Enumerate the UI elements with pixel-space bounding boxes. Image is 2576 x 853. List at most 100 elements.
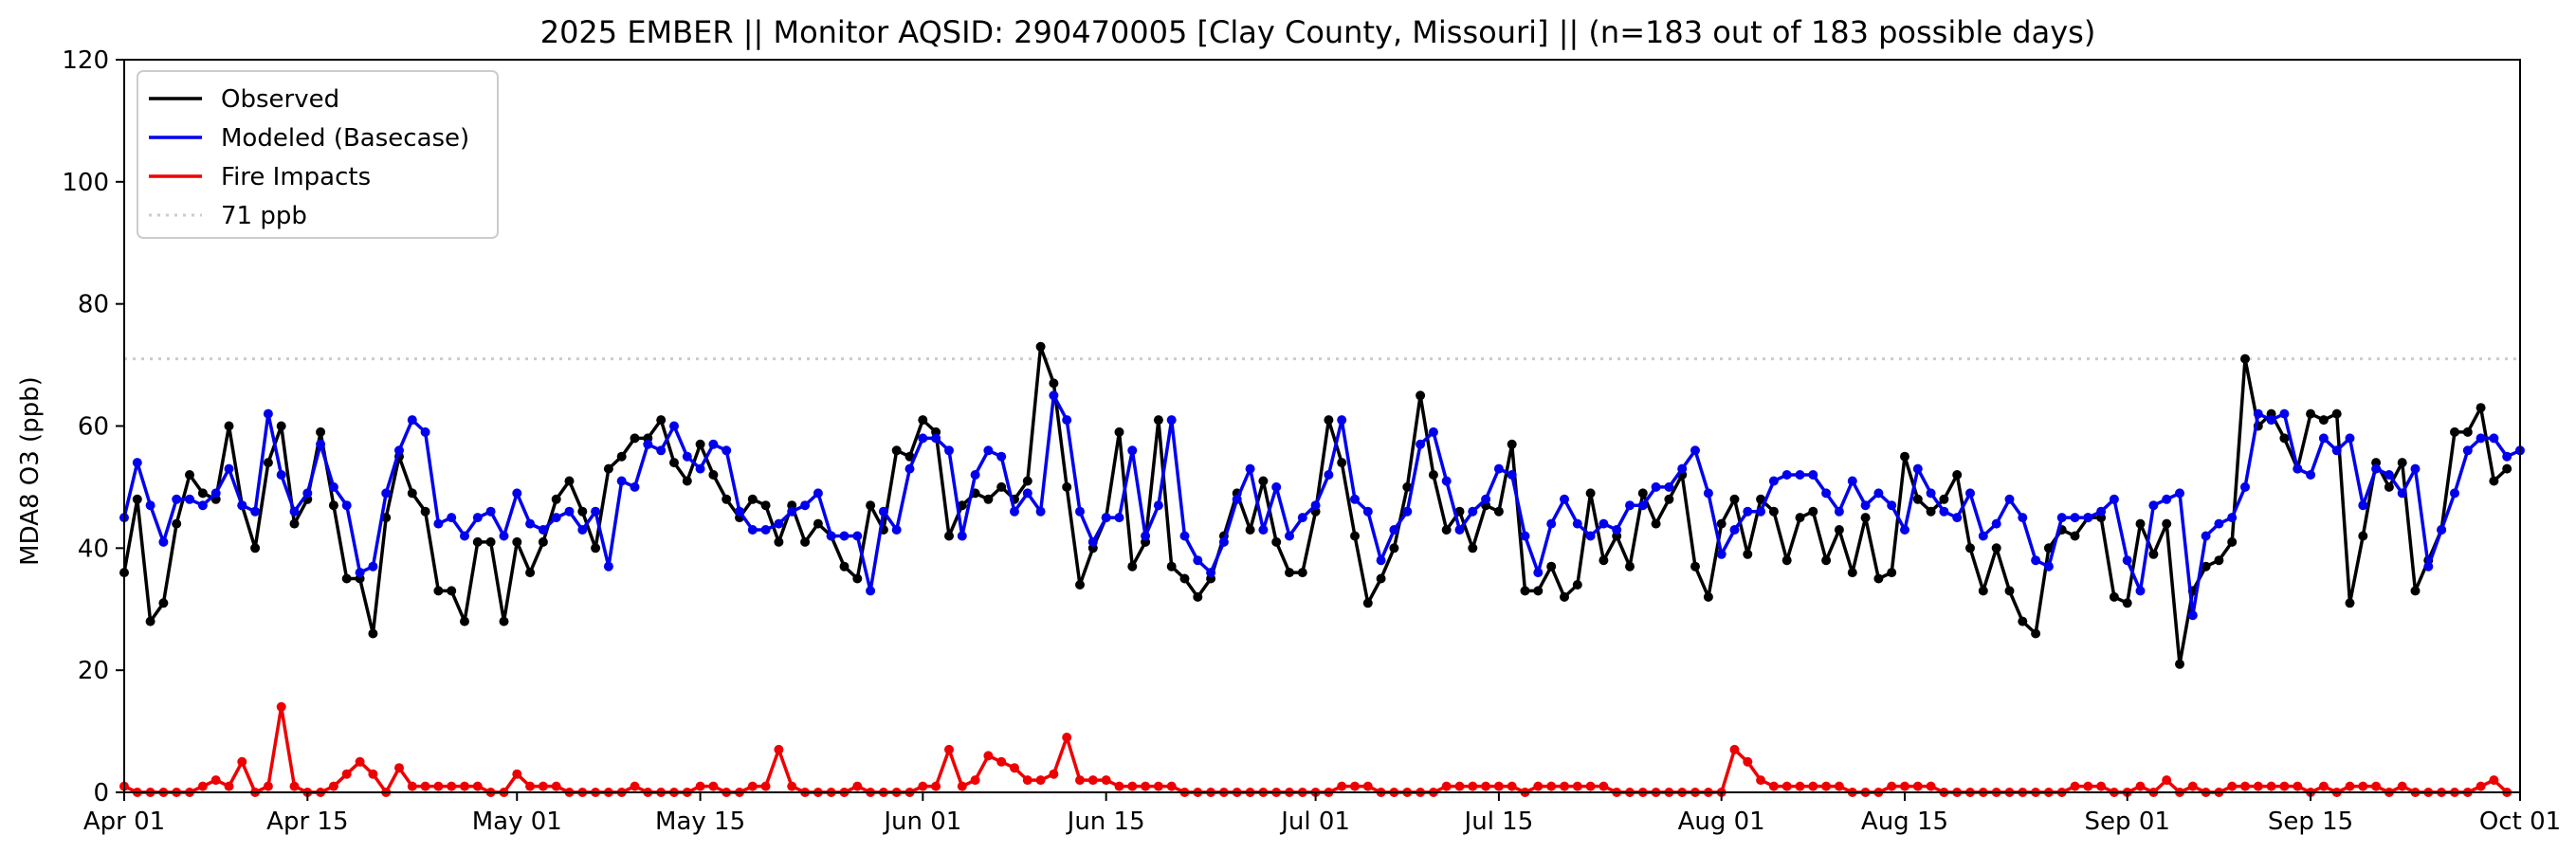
data-point-observed (695, 439, 705, 449)
data-point-fire-impacts (931, 781, 941, 791)
data-point-observed (2043, 543, 2054, 554)
data-point-fire-impacts (2253, 781, 2263, 791)
data-point-fire-impacts (1337, 781, 1347, 791)
data-point-modeled-basecase (2253, 408, 2263, 419)
data-point-modeled-basecase (1729, 525, 1740, 535)
data-point-fire-impacts (328, 781, 338, 791)
x-tick-label: Jun 01 (882, 808, 961, 836)
data-point-fire-impacts (747, 781, 758, 791)
data-point-observed (1834, 525, 1844, 535)
data-point-observed (564, 476, 575, 486)
data-point-fire-impacts (420, 781, 430, 791)
data-point-modeled-basecase (983, 445, 994, 456)
data-point-fire-impacts (2371, 781, 2382, 791)
data-point-observed (1297, 568, 1307, 578)
data-point-fire-impacts (1062, 733, 1072, 742)
data-point-modeled-basecase (669, 421, 679, 431)
data-point-fire-impacts (1441, 781, 1452, 791)
data-point-fire-impacts (1022, 775, 1032, 786)
data-point-observed (551, 494, 561, 504)
data-point-fire-impacts (1795, 781, 1805, 791)
data-point-observed (1416, 390, 1426, 401)
x-tick-label: Jun 15 (1066, 808, 1145, 836)
data-point-observed (2135, 518, 2146, 529)
data-point-fire-impacts (1454, 781, 1465, 791)
data-point-modeled-basecase (564, 506, 575, 517)
data-point-modeled-basecase (1297, 513, 1307, 523)
data-point-modeled-basecase (1232, 494, 1242, 504)
data-point-modeled-basecase (800, 500, 811, 511)
data-point-observed (1362, 598, 1373, 608)
data-point-fire-impacts (1127, 781, 1138, 791)
data-point-modeled-basecase (263, 408, 273, 419)
y-axis-label: MDA8 O3 (ppb) (16, 376, 45, 566)
data-point-observed (525, 568, 536, 578)
data-point-fire-impacts (1010, 763, 1019, 773)
data-point-observed (1808, 506, 1818, 517)
data-point-modeled-basecase (1625, 500, 1635, 511)
data-point-modeled-basecase (132, 458, 142, 468)
data-point-modeled-basecase (1873, 488, 1884, 499)
data-point-observed (2227, 536, 2238, 547)
data-point-observed (1965, 543, 1975, 554)
data-point-modeled-basecase (1887, 500, 1897, 511)
data-point-fire-impacts (2227, 781, 2238, 791)
data-point-modeled-basecase (1664, 481, 1674, 492)
data-point-observed (224, 421, 234, 431)
data-point-observed (1781, 555, 1792, 566)
data-point-observed (891, 445, 902, 456)
data-point-observed (1271, 536, 1282, 547)
data-point-observed (185, 470, 194, 480)
data-point-modeled-basecase (1062, 415, 1072, 426)
data-point-modeled-basecase (1258, 525, 1269, 535)
data-point-observed (656, 415, 667, 426)
x-tick-label: Oct 01 (2479, 808, 2561, 836)
data-point-observed (1179, 573, 1190, 584)
data-point-fire-impacts (1507, 781, 1517, 791)
data-point-modeled-basecase (485, 506, 496, 517)
data-point-fire-impacts (2266, 781, 2276, 791)
data-point-fire-impacts (1585, 781, 1596, 791)
data-point-modeled-basecase (1834, 506, 1844, 517)
data-point-modeled-basecase (1441, 476, 1452, 486)
data-point-modeled-basecase (2502, 451, 2512, 462)
data-point-modeled-basecase (302, 488, 313, 499)
data-point-observed (1075, 580, 1085, 590)
data-point-observed (1441, 525, 1452, 535)
data-point-modeled-basecase (2331, 445, 2342, 456)
data-point-fire-impacts (224, 781, 234, 791)
data-point-modeled-basecase (2462, 445, 2473, 456)
data-point-modeled-basecase (2345, 433, 2355, 444)
data-point-observed (1887, 568, 1897, 578)
data-point-modeled-basecase (420, 426, 430, 437)
data-point-fire-impacts (1087, 775, 1098, 786)
data-point-observed (1389, 543, 1399, 554)
data-point-observed (708, 470, 719, 480)
data-point-modeled-basecase (1546, 518, 1557, 529)
data-point-observed (1533, 586, 1544, 596)
data-point-fire-impacts (787, 781, 797, 791)
data-point-modeled-basecase (158, 536, 169, 547)
data-point-observed (1873, 573, 1884, 584)
data-point-fire-impacts (1926, 781, 1936, 791)
data-point-modeled-basecase (2122, 555, 2132, 566)
data-point-modeled-basecase (996, 451, 1007, 462)
data-point-fire-impacts (2162, 775, 2172, 786)
x-tick-label: Sep 15 (2268, 808, 2353, 836)
data-point-observed (1560, 591, 1569, 602)
data-point-modeled-basecase (957, 531, 967, 541)
data-point-fire-impacts (1350, 781, 1360, 791)
data-point-observed (682, 476, 692, 486)
data-point-observed (447, 586, 457, 596)
data-point-observed (132, 494, 142, 504)
data-point-fire-impacts (1808, 781, 1818, 791)
data-point-modeled-basecase (1285, 531, 1294, 541)
data-point-modeled-basecase (1166, 415, 1177, 426)
data-point-modeled-basecase (2266, 415, 2276, 426)
data-point-observed (2070, 531, 2080, 541)
data-point-observed (577, 506, 588, 517)
data-point-fire-impacts (2345, 781, 2355, 791)
y-tick-label: 120 (62, 46, 109, 75)
data-point-fire-impacts (1141, 781, 1151, 791)
